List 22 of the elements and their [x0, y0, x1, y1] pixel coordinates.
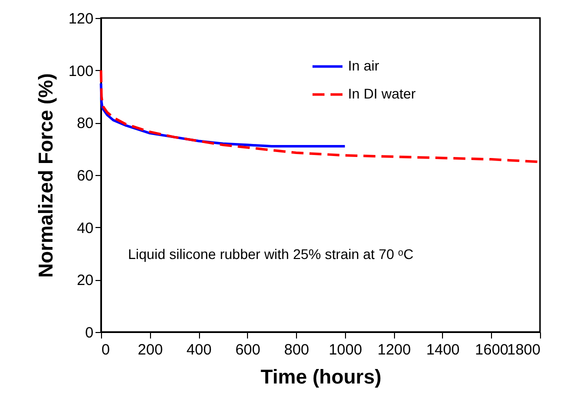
x-tick-label: 400	[186, 342, 212, 358]
x-axis-title: Time (hours)	[260, 366, 382, 388]
y-tick-label: 100	[68, 62, 94, 80]
legend-label: In DI water	[348, 86, 416, 102]
x-tick-label: 1000	[328, 342, 362, 358]
x-tick-label: 200	[138, 342, 163, 358]
x-tick-label: 1200	[377, 342, 411, 358]
x-tick-label: 1400	[426, 342, 460, 358]
legend-label: In air	[348, 58, 380, 74]
x-tick-label: 1800	[507, 342, 540, 358]
y-tick-label: 40	[76, 220, 94, 237]
x-tick-label: 600	[235, 342, 260, 358]
annotation: Liquid silicone rubber with 25% strain at 70 ᵒC	[128, 246, 414, 262]
y-tick-label: 0	[85, 324, 94, 342]
y-tick-label: 120	[68, 10, 94, 28]
y-tick-label: 60	[76, 168, 94, 184]
y-axis-title: Normalized Force (%)	[35, 73, 58, 278]
x-tick-label: 1600	[475, 342, 508, 358]
y-tick-label: 80	[76, 115, 94, 132]
x-tick-label: 0	[102, 342, 110, 358]
y-tick-label: 20	[76, 272, 94, 290]
x-tick-label: 800	[284, 342, 310, 358]
